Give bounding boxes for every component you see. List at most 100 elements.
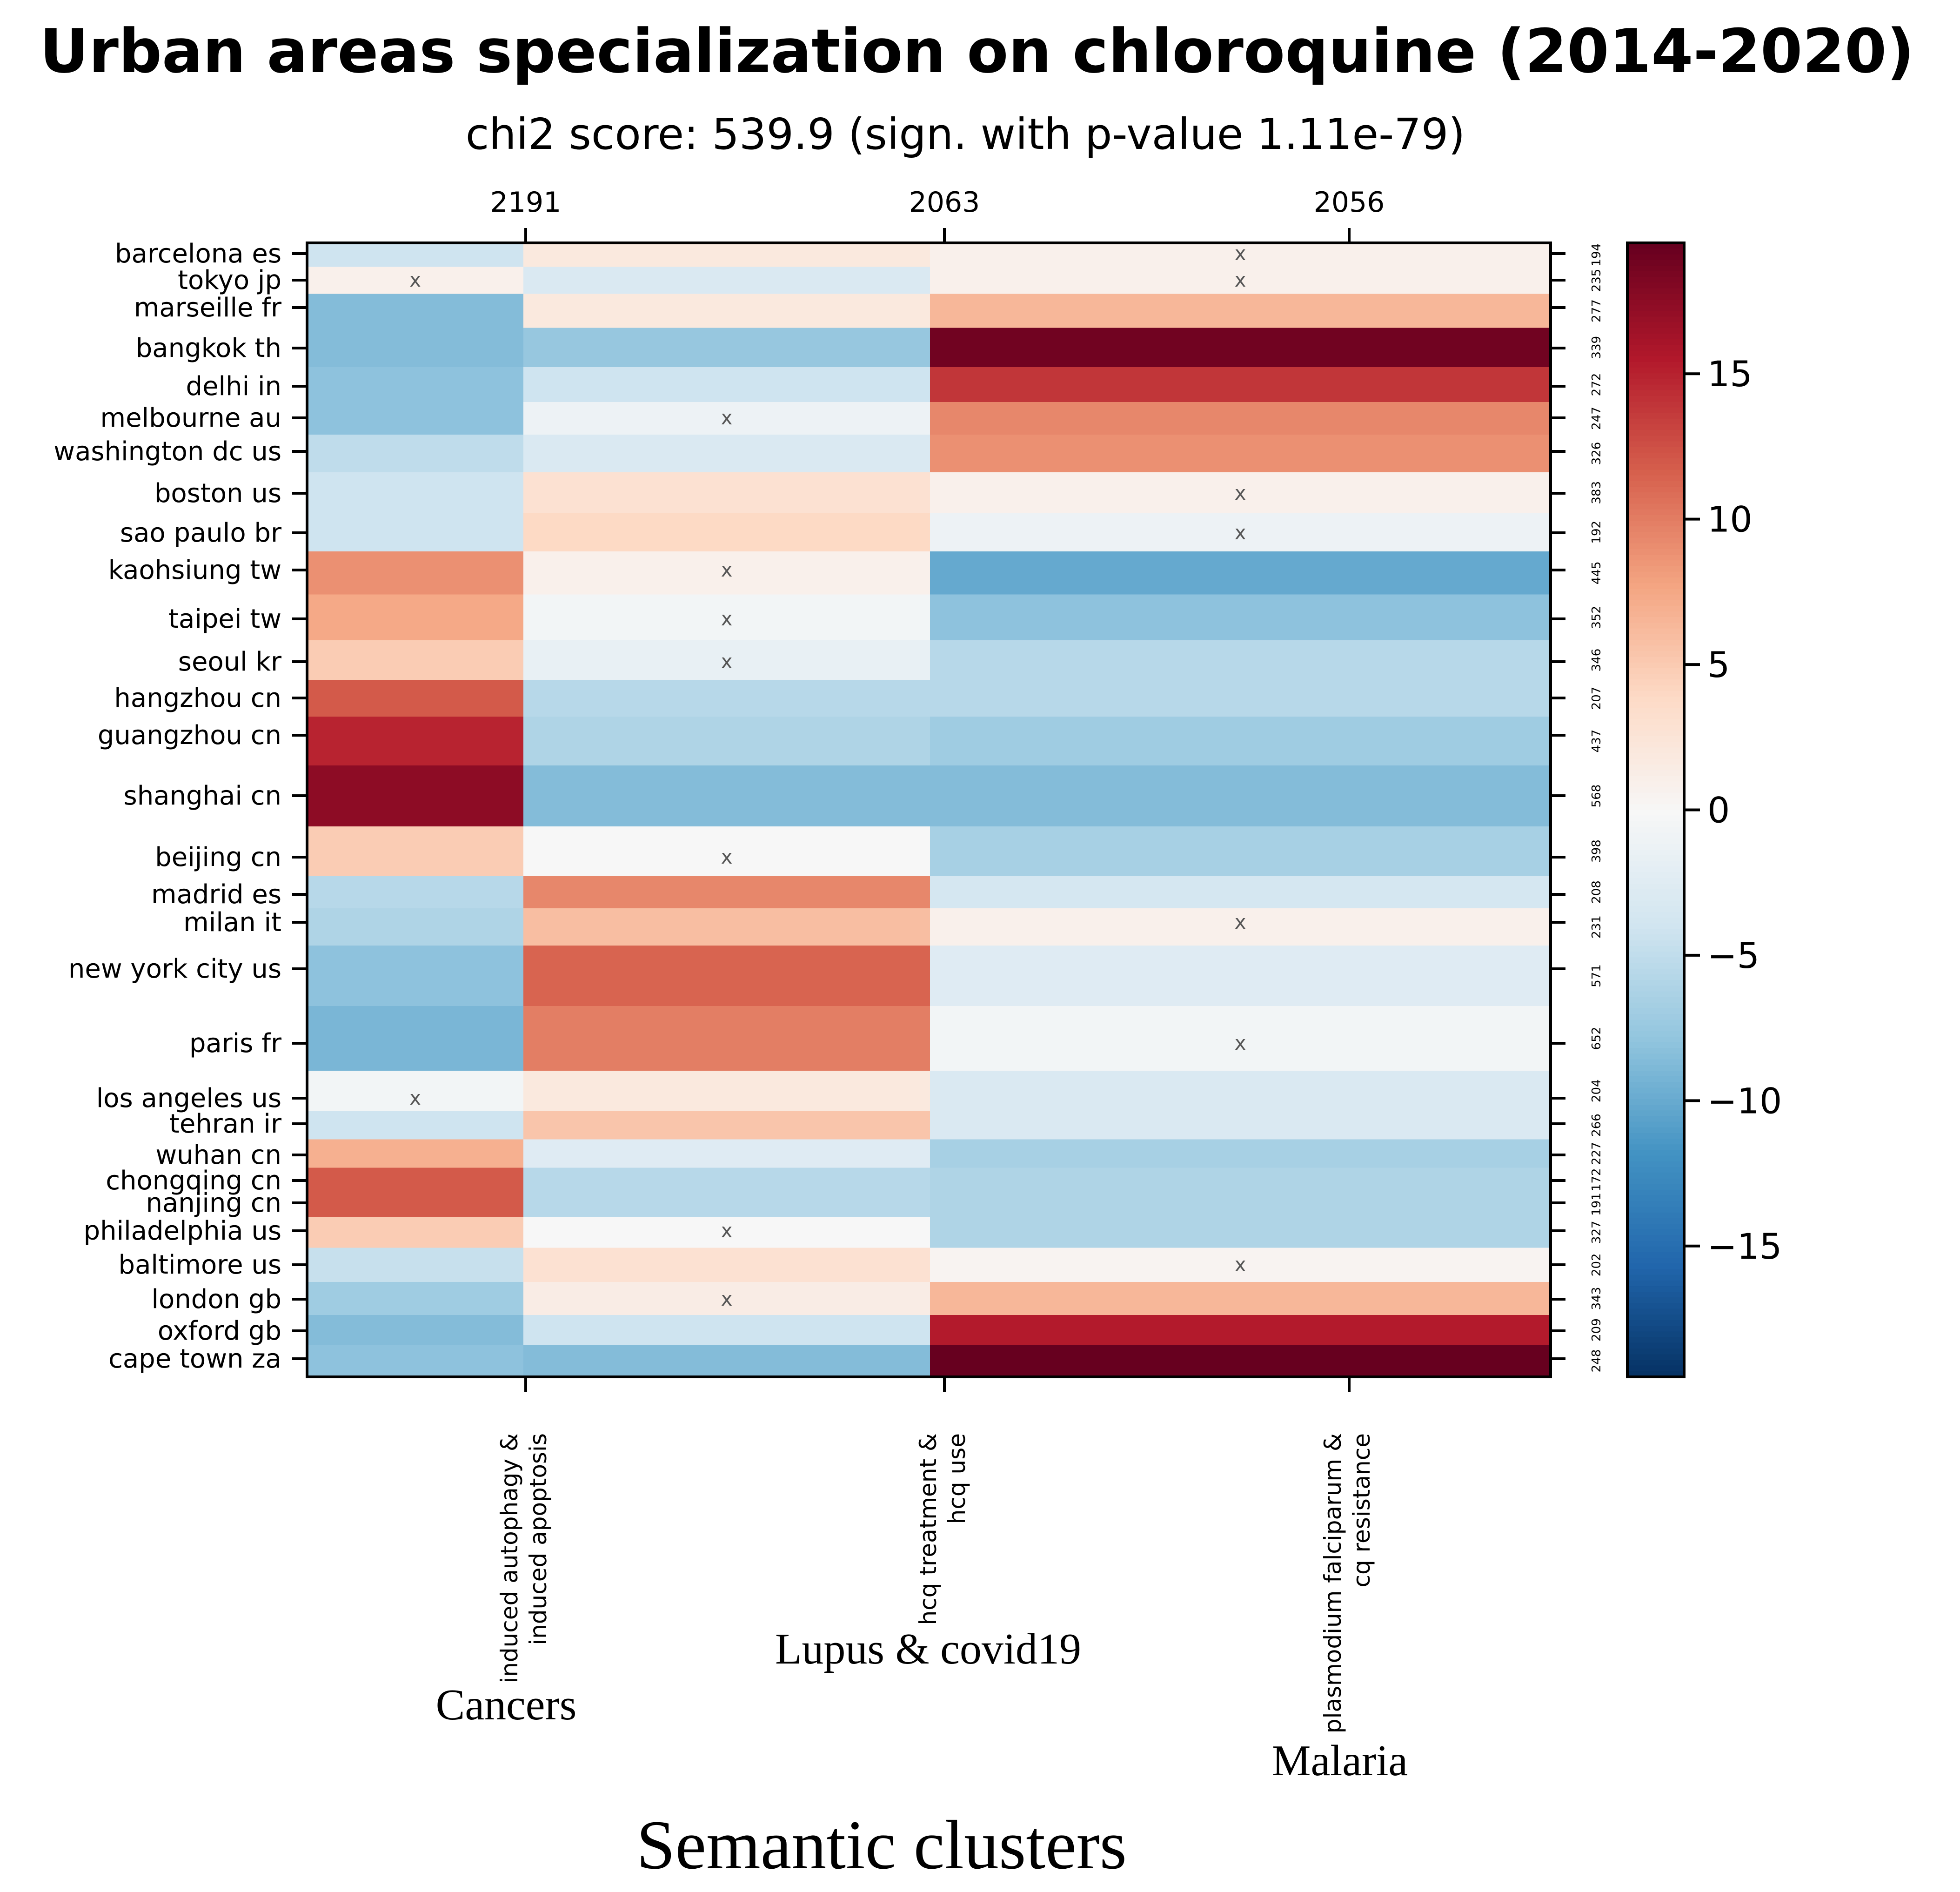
heatmap-cell [307, 876, 524, 909]
heatmap-cell [523, 908, 930, 946]
colorbar-segment [1627, 1184, 1684, 1190]
heatmap-cell [523, 1111, 930, 1140]
heatmap-cell [930, 243, 1551, 268]
colorbar-segment [1627, 968, 1684, 975]
row-label: kaohsiung tw [108, 555, 281, 585]
colorbar-segment [1627, 651, 1684, 658]
row-label: wuhan cn [155, 1140, 281, 1170]
colorbar-segment [1627, 322, 1684, 329]
row-label: nanjing cn [146, 1188, 281, 1218]
heatmap-cell [930, 1248, 1551, 1282]
column-label: hcq treatment &hcq use [915, 1433, 970, 1625]
heatmap-cell [523, 640, 930, 680]
colorbar-segment [1627, 1308, 1684, 1315]
colorbar-segment [1627, 1337, 1684, 1343]
heatmap-cell [307, 765, 524, 827]
heatmap-cell [307, 243, 524, 268]
colorbar-segment [1627, 872, 1684, 879]
row-label: sao paulo br [120, 518, 282, 548]
colorbar-segment [1627, 1121, 1684, 1128]
colorbar-segment [1627, 1065, 1684, 1072]
row-label: paris fr [189, 1028, 282, 1059]
row-count: 192 [1590, 521, 1604, 544]
cluster-group-label: Cancers [436, 1681, 577, 1729]
colorbar-segment [1627, 730, 1684, 737]
colorbar-segment [1627, 583, 1684, 590]
significance-mark: x [1235, 521, 1246, 544]
colorbar-segment [1627, 1241, 1684, 1247]
row-label: madrid es [151, 879, 281, 910]
colorbar-segment [1627, 396, 1684, 403]
colorbar-segment [1627, 1195, 1684, 1202]
colorbar-segment [1627, 923, 1684, 930]
colorbar-segment [1627, 430, 1684, 436]
heatmap-cell [523, 328, 930, 368]
heatmap-cell [307, 1315, 524, 1345]
colorbar-segment [1627, 685, 1684, 691]
heatmap-cell [307, 640, 524, 680]
colorbar-segment [1627, 1246, 1684, 1253]
heatmap-cell [930, 717, 1551, 766]
colorbar-segment [1627, 952, 1684, 958]
row-count: 204 [1590, 1079, 1604, 1102]
row-count: 346 [1590, 649, 1604, 672]
heatmap-cell [307, 367, 524, 403]
colorbar-segment [1627, 889, 1684, 896]
heatmap-cell [523, 367, 930, 403]
colorbar-segment [1627, 844, 1684, 850]
colorbar-segment [1627, 1059, 1684, 1066]
heatmap-cell [307, 1217, 524, 1248]
column-label: plasmodium falciparum &cq resistance [1319, 1433, 1375, 1733]
heatmap-cell [523, 1217, 930, 1248]
colorbar-segment [1627, 883, 1684, 890]
column-count: 2056 [1314, 186, 1385, 219]
heatmap-cell [523, 1248, 930, 1282]
heatmap-cell [523, 435, 930, 473]
significance-mark: x [1235, 911, 1246, 933]
colorbar-segment [1627, 957, 1684, 964]
significance-mark: x [1235, 482, 1246, 504]
colorbar-segment [1627, 254, 1684, 261]
significance-mark: x [409, 268, 421, 291]
colorbar-segment [1627, 515, 1684, 522]
significance-mark: x [721, 650, 733, 673]
heatmap-cell [307, 328, 524, 368]
heatmap-cell [307, 1071, 524, 1112]
colorbar-segment [1627, 1071, 1684, 1077]
chart-title: Urban areas specialization on chloroquin… [40, 16, 1914, 87]
heatmap-cell [930, 946, 1551, 1006]
row-label: washington dc us [54, 436, 281, 467]
colorbar-segment [1627, 815, 1684, 822]
colorbar-segment [1627, 623, 1684, 629]
cluster-group-label: Malaria [1272, 1737, 1408, 1785]
colorbar-segment [1627, 1031, 1684, 1037]
colorbar-segment [1627, 1161, 1684, 1168]
colorbar-segment [1627, 765, 1684, 771]
colorbar-segment [1627, 1036, 1684, 1043]
colorbar-segment [1627, 543, 1684, 550]
colorbar-tick-label: −10 [1707, 1080, 1782, 1121]
heatmap-cell [930, 1006, 1551, 1071]
row-count: 571 [1590, 964, 1604, 987]
heatmap-cell [523, 1071, 930, 1112]
colorbar-segment [1627, 1042, 1684, 1049]
colorbar-segment [1627, 436, 1684, 442]
row-label: new york city us [68, 954, 281, 984]
colorbar-segment [1627, 1263, 1684, 1270]
colorbar-segment [1627, 333, 1684, 340]
heatmap-cell [930, 472, 1551, 514]
colorbar-segment [1627, 288, 1684, 295]
colorbar-segment [1627, 503, 1684, 510]
row-label: beijing cn [155, 842, 281, 872]
row-count: 191 [1590, 1193, 1604, 1216]
heatmap-cell [930, 594, 1551, 641]
colorbar-segment [1627, 379, 1684, 385]
row-count: 172 [1590, 1168, 1604, 1191]
colorbar-segment [1627, 1354, 1684, 1361]
colorbar-segment [1627, 918, 1684, 924]
colorbar-segment [1627, 696, 1684, 703]
row-count: 235 [1590, 269, 1604, 292]
heatmap-cell [930, 640, 1551, 680]
colorbar-segment [1627, 986, 1684, 992]
